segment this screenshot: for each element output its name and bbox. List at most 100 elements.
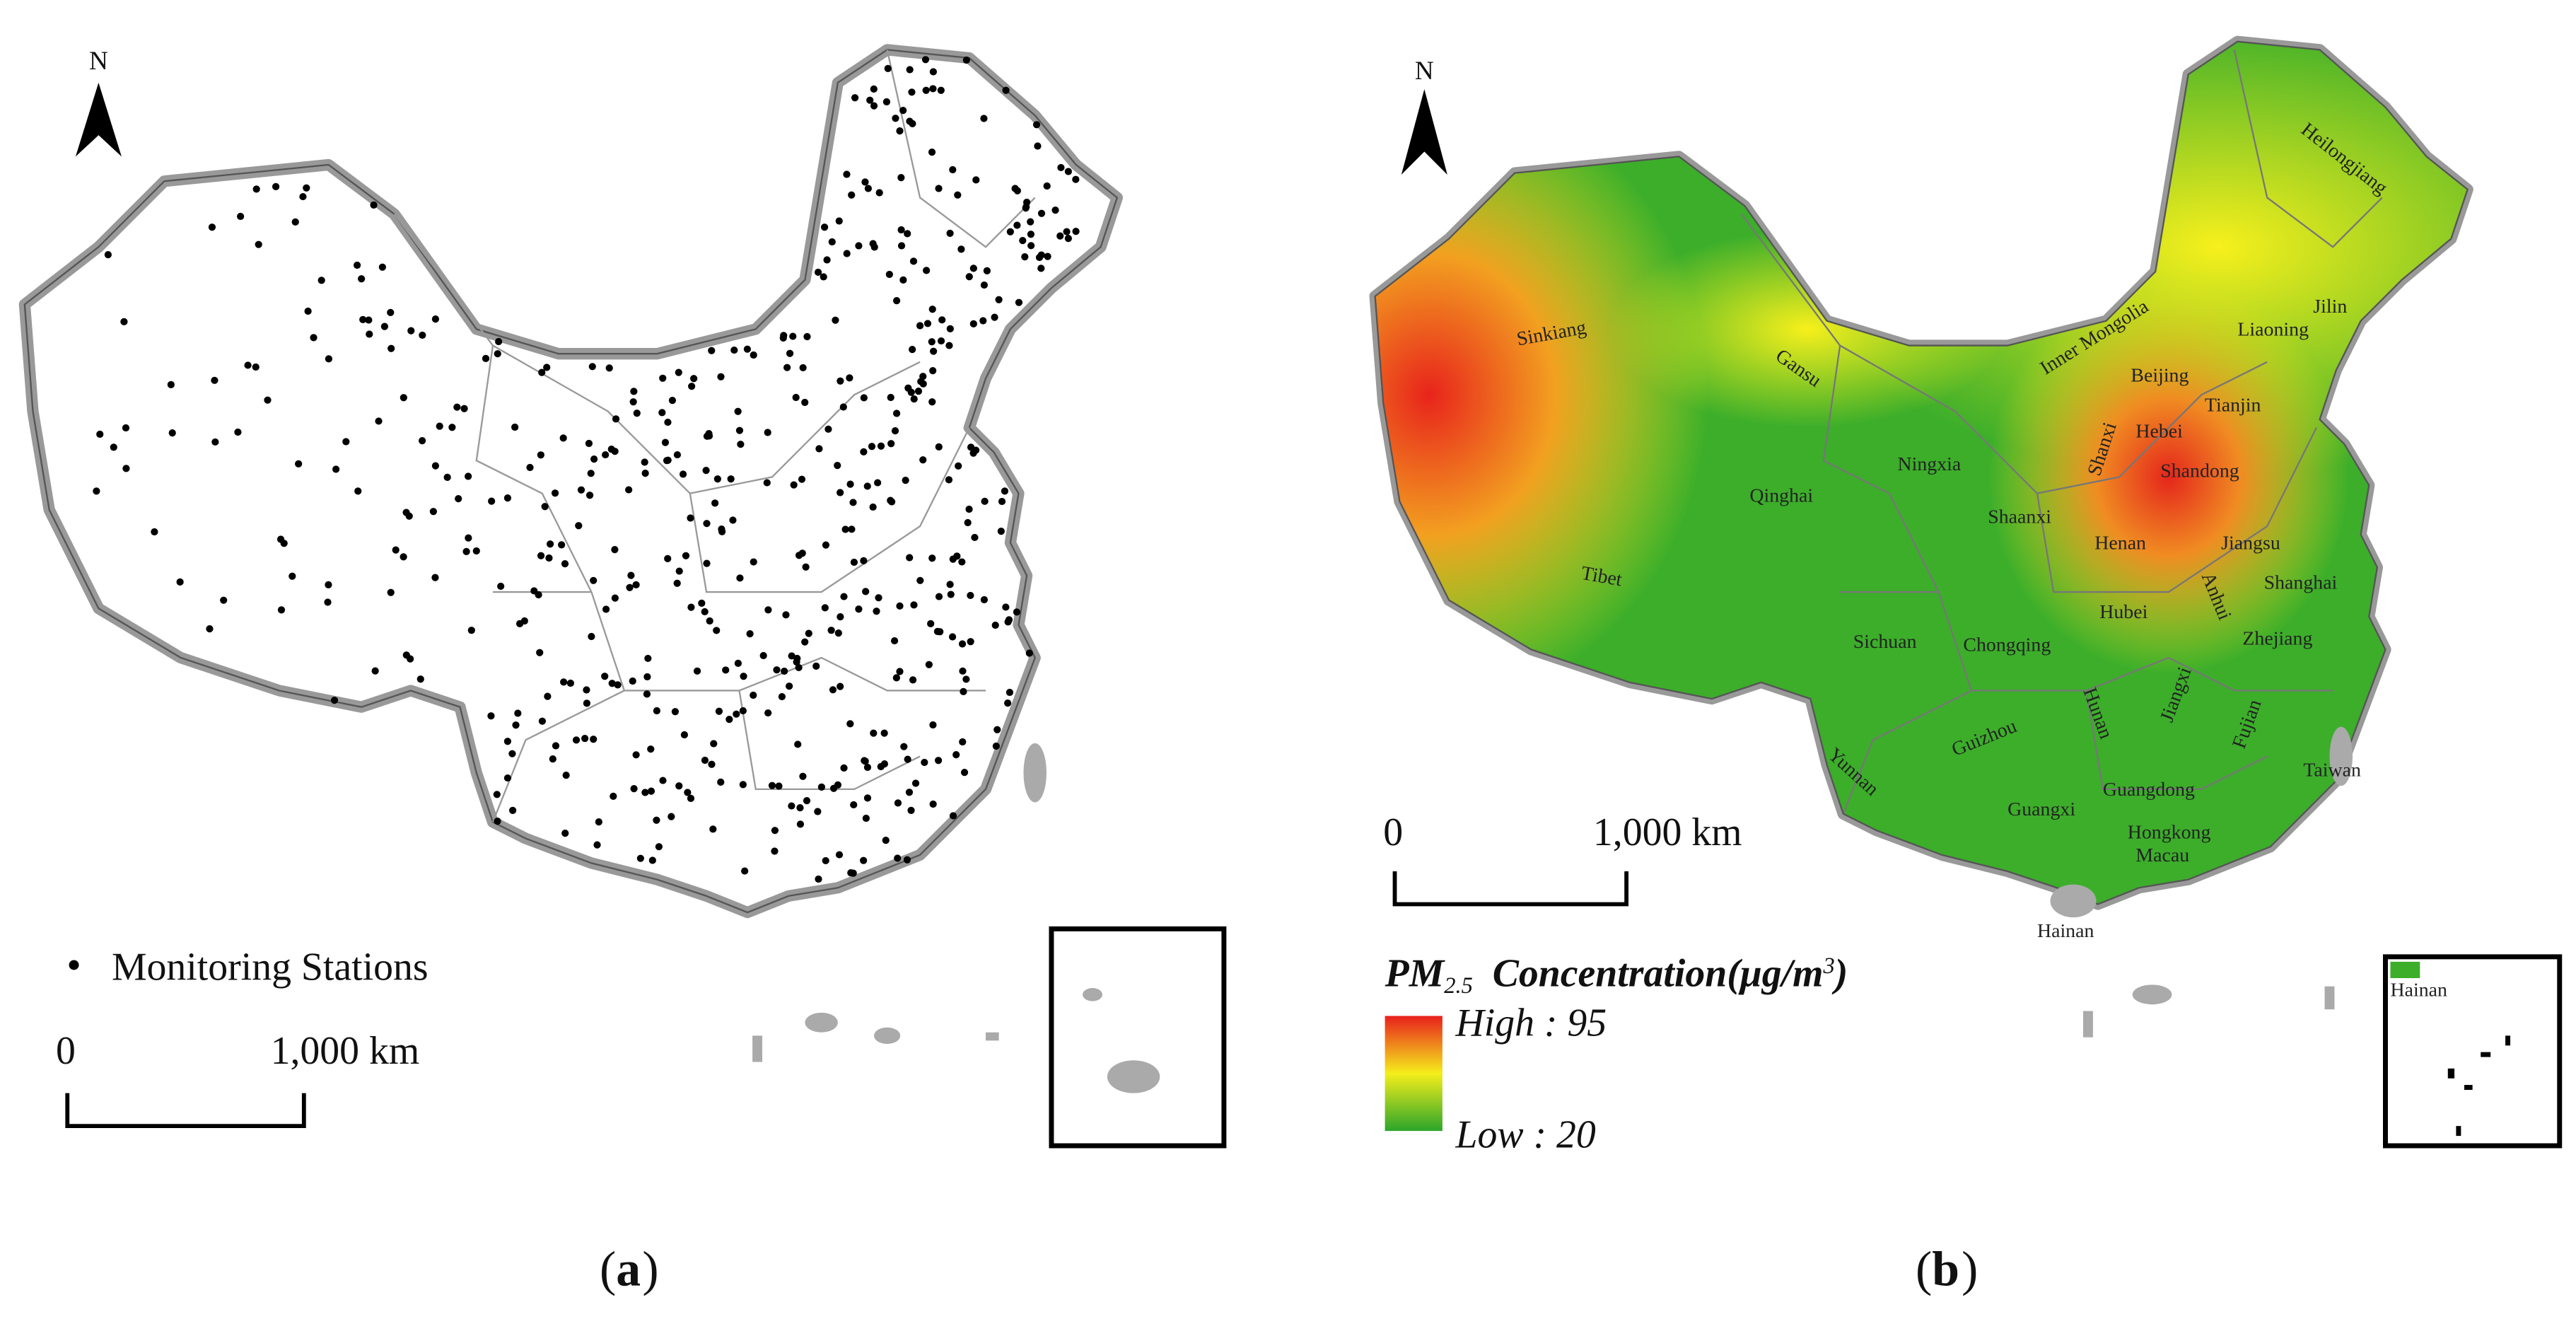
station-dot — [701, 608, 709, 616]
station-dot — [923, 267, 931, 274]
station-dot — [630, 388, 638, 395]
station-dot — [877, 442, 885, 450]
station-dot — [601, 673, 609, 680]
province-label: Ningxia — [1897, 453, 1961, 475]
station-dot — [234, 428, 242, 436]
station-dot — [817, 783, 826, 791]
station-dot — [1006, 228, 1014, 236]
station-dot — [935, 443, 943, 451]
station-dot — [643, 673, 651, 681]
station-dot — [585, 439, 593, 448]
station-dot — [992, 742, 1000, 750]
station-dot — [324, 598, 332, 606]
station-dot — [641, 469, 649, 477]
station-dot — [855, 242, 863, 250]
station-dot — [515, 620, 524, 628]
station-dot — [419, 331, 426, 339]
map-a: N Monitoring Stations 0 1,000 km ( a ) — [25, 47, 1227, 1297]
station-dot — [467, 627, 475, 634]
station-dot — [771, 827, 779, 835]
station-dot — [935, 185, 943, 192]
station-dot — [537, 451, 544, 459]
station-dot — [737, 441, 745, 448]
station-dot — [614, 681, 622, 689]
station-dot — [916, 322, 924, 330]
station-dot — [104, 250, 112, 259]
station-dot — [715, 707, 723, 715]
province-label: Henan — [2094, 533, 2146, 554]
station-dot — [783, 364, 791, 371]
province-label: Guangxi — [2007, 798, 2075, 820]
station-dot — [803, 797, 811, 805]
station-dot — [602, 451, 610, 459]
station-dot — [802, 563, 810, 571]
station-dot — [644, 654, 652, 663]
station-dot — [1027, 218, 1035, 226]
islands — [752, 743, 1160, 1093]
station-dot — [629, 398, 637, 406]
station-dot — [734, 407, 742, 415]
station-dot — [796, 804, 804, 812]
station-dot — [208, 223, 216, 231]
station-dot — [1063, 228, 1071, 236]
station-dot — [937, 86, 945, 94]
station-dot — [949, 165, 957, 174]
station-dot — [291, 218, 299, 226]
province-label: Hebei — [2135, 421, 2183, 443]
station-dot — [750, 691, 757, 699]
province-label: Sichuan — [1853, 631, 1917, 653]
station-dot — [455, 494, 462, 503]
station-dot — [763, 479, 771, 487]
station-dot — [860, 394, 868, 402]
station-dot — [705, 429, 713, 438]
station-dot — [937, 337, 945, 345]
station-dot — [551, 489, 559, 497]
station-dot — [954, 191, 962, 199]
station-dot — [462, 547, 470, 556]
station-dot — [1002, 86, 1010, 94]
station-dot — [575, 522, 583, 530]
station-dot — [953, 552, 961, 560]
station-dot — [729, 516, 737, 524]
station-dot — [543, 364, 551, 371]
legend-label: Monitoring Stations — [112, 945, 429, 989]
station-dot — [1037, 265, 1045, 272]
station-dot — [508, 750, 516, 757]
station-dot — [176, 578, 184, 586]
station-dot — [538, 717, 547, 725]
station-dot — [820, 273, 827, 281]
station-dot — [911, 779, 920, 787]
station-dot — [892, 297, 901, 305]
station-dot — [725, 716, 733, 724]
station-dot — [768, 781, 776, 789]
station-dot — [801, 638, 809, 646]
station-dot — [875, 594, 882, 602]
station-dot — [922, 86, 930, 94]
station-dot — [875, 189, 883, 197]
station-dot — [948, 633, 957, 641]
station-dot — [664, 418, 672, 426]
station-dot — [588, 363, 596, 371]
station-dot — [431, 315, 440, 323]
station-dot — [980, 115, 988, 122]
station-dot — [595, 818, 602, 826]
station-dot — [929, 367, 937, 375]
station-dot — [905, 789, 914, 796]
station-dot — [611, 594, 619, 602]
station-dot — [655, 843, 663, 851]
station-dot — [431, 574, 439, 581]
station-dot — [675, 368, 682, 376]
station-dot — [850, 558, 858, 566]
station-dot — [482, 354, 490, 363]
station-dot — [750, 558, 757, 566]
station-dot — [945, 342, 953, 349]
station-dot — [906, 554, 914, 562]
station-dot — [590, 455, 598, 463]
station-dot — [863, 763, 872, 772]
station-dot — [494, 818, 501, 825]
station-dot — [1037, 251, 1045, 259]
station-dot — [375, 417, 383, 425]
station-dot — [448, 424, 456, 431]
station-dot — [890, 637, 899, 645]
station-dot — [641, 789, 649, 796]
